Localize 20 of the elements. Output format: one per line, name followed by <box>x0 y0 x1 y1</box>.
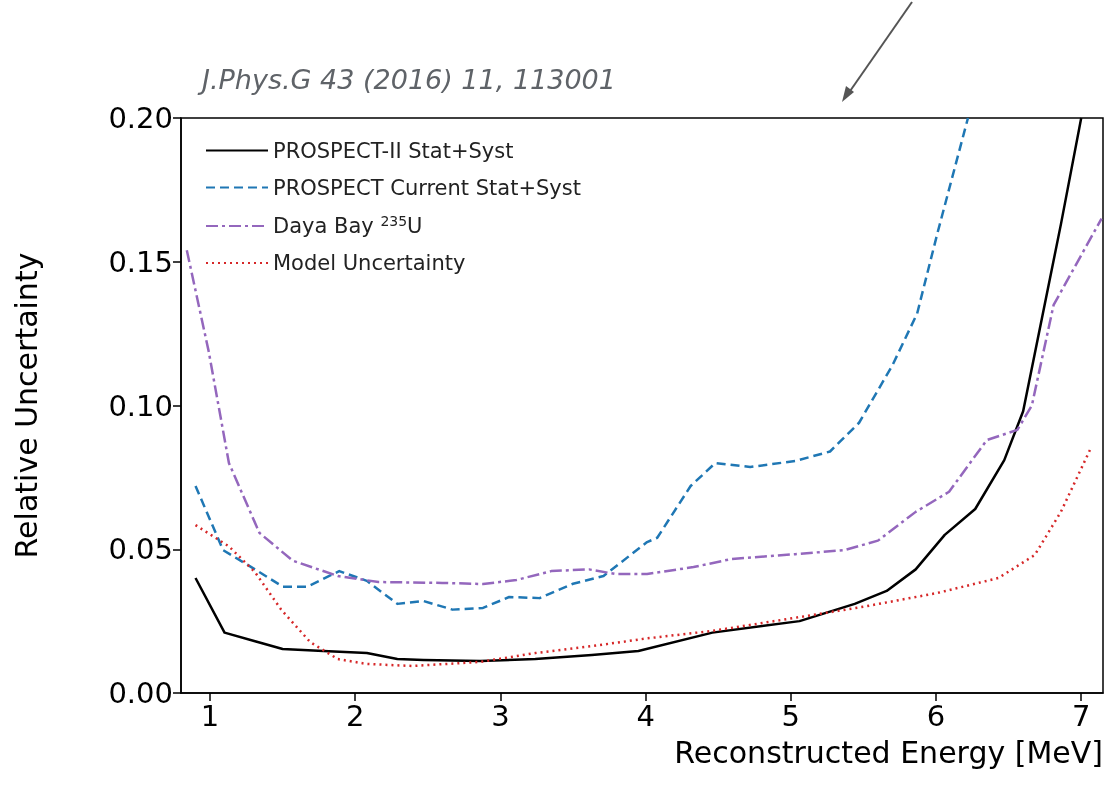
line-series <box>185 217 1103 586</box>
x-tick-label: 5 <box>781 698 801 733</box>
y-tick-label: 0.15 <box>108 244 173 279</box>
y-tick-label: 0.00 <box>108 676 173 710</box>
x-tick-label: 1 <box>200 698 220 733</box>
x-tick-label: 6 <box>926 698 946 733</box>
x-tick-label: 7 <box>1071 698 1091 733</box>
legend-label: PROSPECT Current Stat+Syst <box>273 175 581 200</box>
y-tick-label: 0.20 <box>108 101 173 135</box>
y-tick-label: 0.10 <box>108 388 173 423</box>
legend-label: PROSPECT-II Stat+Syst <box>273 138 514 163</box>
x-tick-label: 3 <box>491 698 510 733</box>
x-tick-label: 4 <box>636 698 655 733</box>
legend-label: Model Uncertainty <box>273 251 466 275</box>
y-tick-label: 0.05 <box>108 532 173 567</box>
x-tick-label: 2 <box>346 698 365 733</box>
x-axis-title: Reconstructed Energy [MeV] <box>674 734 1103 770</box>
line-series <box>194 448 1092 668</box>
y-axis-title: Relative Uncertainty <box>8 252 44 559</box>
line-series <box>194 116 970 611</box>
